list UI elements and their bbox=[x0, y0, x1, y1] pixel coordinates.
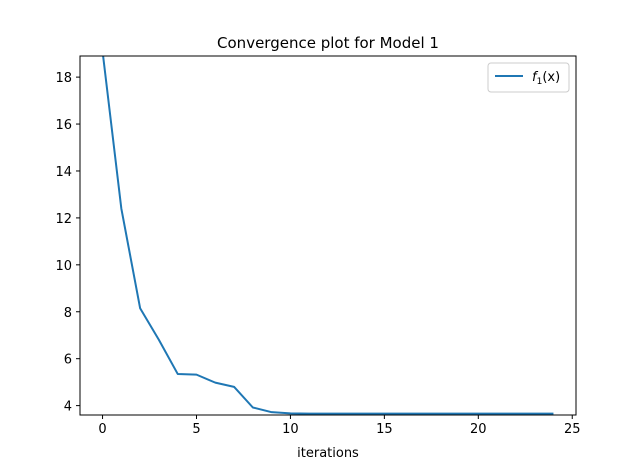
y-tick-label: 12 bbox=[55, 212, 72, 227]
y-tick-label: 16 bbox=[55, 118, 72, 133]
x-tick-label: 20 bbox=[470, 422, 487, 437]
y-tick-label: 18 bbox=[55, 71, 72, 86]
legend-label: f1(x) bbox=[532, 70, 560, 87]
x-tick-label: 0 bbox=[98, 422, 106, 437]
y-tick-label: 4 bbox=[64, 400, 72, 415]
legend-label-subscript: 1 bbox=[537, 77, 543, 87]
series-layer bbox=[102, 56, 554, 415]
x-axis-title: iterations bbox=[297, 446, 359, 461]
chart-title: Convergence plot for Model 1 bbox=[217, 34, 439, 52]
y-tick-label: 14 bbox=[55, 165, 72, 180]
series-line bbox=[102, 56, 554, 415]
y-axis: 4 6 8 10 12 14 16 18 bbox=[55, 71, 80, 415]
y-tick-label: 10 bbox=[55, 259, 72, 274]
legend-label-main: f bbox=[532, 70, 539, 85]
legend-label-rest: (x) bbox=[542, 70, 560, 85]
y-tick-label: 8 bbox=[64, 306, 72, 321]
plot-frame bbox=[79, 55, 577, 416]
legend-box bbox=[487, 62, 570, 93]
x-axis: 0 5 10 15 20 25 bbox=[98, 415, 581, 437]
x-tick-label: 10 bbox=[282, 422, 299, 437]
x-tick-label: 15 bbox=[376, 422, 393, 437]
x-tick-label: 5 bbox=[192, 422, 200, 437]
y-tick-label: 6 bbox=[64, 353, 72, 368]
legend: f1(x) bbox=[487, 62, 570, 93]
x-tick-label: 25 bbox=[564, 422, 581, 437]
